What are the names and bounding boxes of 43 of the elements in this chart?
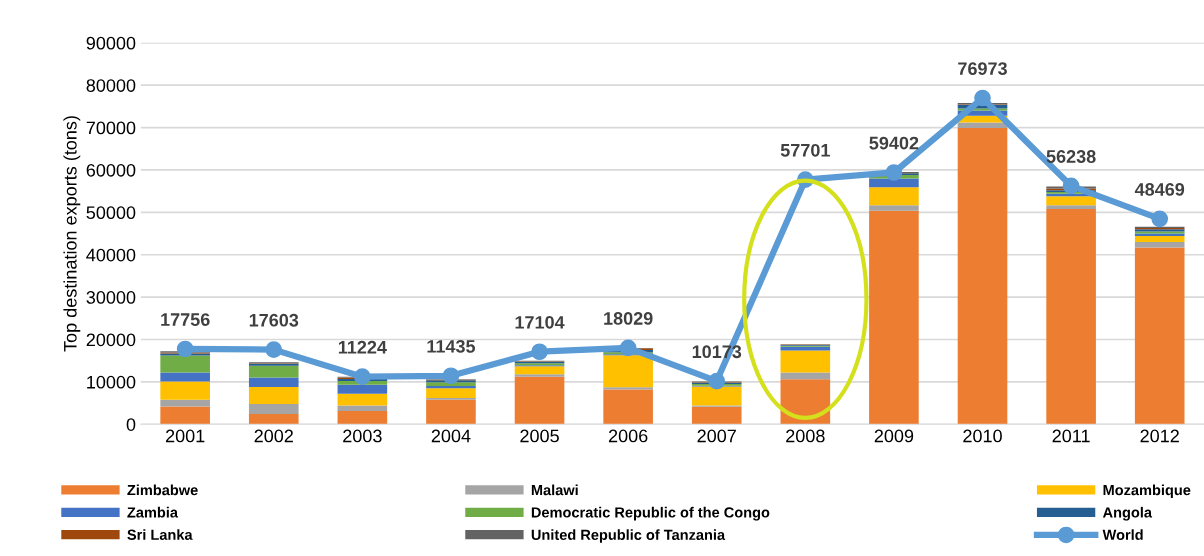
- y-axis-title: Top destination exports (tons): [63, 116, 81, 352]
- legend-label: Angola: [1102, 506, 1153, 521]
- data-label: 48469: [1134, 183, 1185, 196]
- data-label: 17756: [161, 313, 210, 326]
- x-tick-label: 2004: [431, 429, 471, 443]
- x-tick-label: 2005: [520, 429, 559, 443]
- data-label: 17104: [515, 315, 565, 329]
- y-tick-label: 0: [126, 418, 136, 431]
- y-tick-label: 30000: [86, 291, 136, 304]
- data-label: 56238: [1046, 150, 1096, 163]
- y-tick-label: 90000: [86, 36, 136, 50]
- legend-label: Zimbabwe: [127, 484, 198, 496]
- legend-label: Mozambique: [1103, 484, 1191, 499]
- y-tick-label: 40000: [86, 248, 136, 262]
- x-tick-label: 2009: [874, 429, 914, 443]
- legend-label: Zambia: [127, 506, 179, 518]
- x-tick-label: 2011: [1052, 429, 1090, 443]
- data-label: 76973: [958, 62, 1007, 76]
- data-label: 11224: [338, 340, 387, 354]
- x-tick-label: 2002: [254, 429, 293, 443]
- legend-label: Malawi: [531, 484, 578, 496]
- x-tick-label: 2007: [697, 429, 736, 443]
- x-tick-label: 2006: [608, 429, 648, 443]
- legend-label: Democratic Republic of the Congo: [531, 506, 770, 521]
- data-label: 59402: [869, 136, 919, 150]
- x-tick-label: 2003: [343, 429, 382, 443]
- y-tick-label: 60000: [86, 163, 136, 177]
- data-label: 17603: [249, 313, 299, 327]
- legend-label: United Republic of Tanzania: [531, 529, 726, 543]
- y-tick-label: 50000: [86, 206, 136, 220]
- x-tick-label: 2012: [1140, 429, 1179, 443]
- y-tick-label: 20000: [86, 333, 136, 347]
- x-tick-label: 2010: [963, 429, 1002, 443]
- y-tick-label: 70000: [86, 121, 136, 135]
- x-tick-label: 2001: [165, 429, 205, 443]
- data-label: 18029: [604, 312, 653, 325]
- legend-label: World: [1102, 529, 1143, 540]
- x-tick-label: 2008: [786, 429, 825, 443]
- data-label: 11435: [427, 339, 476, 353]
- legend-label: Sri Lanka: [127, 529, 193, 540]
- y-tick-label: 80000: [86, 79, 136, 92]
- y-tick-label: 10000: [87, 375, 136, 389]
- data-label: 57701: [780, 143, 830, 157]
